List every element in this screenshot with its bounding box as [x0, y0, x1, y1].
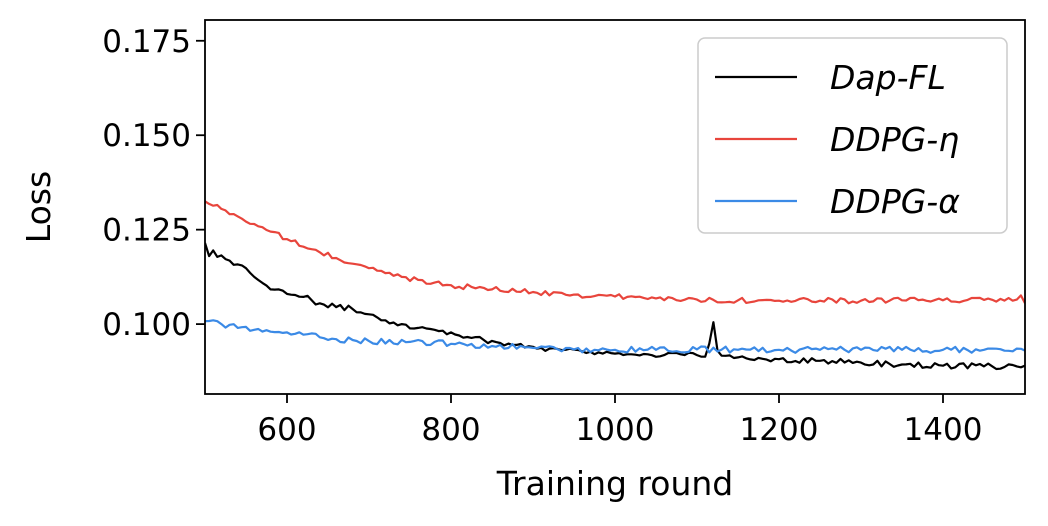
x-tick-label: 1200 — [740, 412, 819, 448]
y-tick-label: 0.150 — [102, 118, 191, 154]
legend-label: DDPG-α — [830, 182, 960, 221]
series-line-1 — [205, 200, 1025, 305]
legend-label: DDPG-η — [830, 120, 959, 159]
y-axis-title: Loss — [19, 171, 58, 243]
x-tick-label: 600 — [257, 412, 316, 448]
legend-box — [697, 37, 1008, 234]
x-tick-label: 1400 — [904, 412, 983, 448]
y-axis: 0.100 0.125 0.150 0.175 — [102, 24, 205, 343]
y-tick-label: 0.125 — [102, 213, 191, 249]
y-tick-label: 0.100 — [102, 307, 191, 343]
plot-lines — [205, 200, 1025, 371]
y-tick-label: 0.175 — [102, 24, 191, 60]
legend: Dap-FL DDPG-η DDPG-α — [697, 37, 1008, 234]
x-tick-label: 1000 — [576, 412, 655, 448]
x-tick-label: 800 — [421, 412, 480, 448]
x-axis-title: Training round — [496, 464, 734, 503]
legend-label: Dap-FL — [830, 58, 946, 97]
x-axis: 600 800 1000 1200 1400 — [257, 394, 982, 448]
series-line-0 — [205, 242, 1025, 371]
series-line-2 — [205, 319, 1025, 354]
